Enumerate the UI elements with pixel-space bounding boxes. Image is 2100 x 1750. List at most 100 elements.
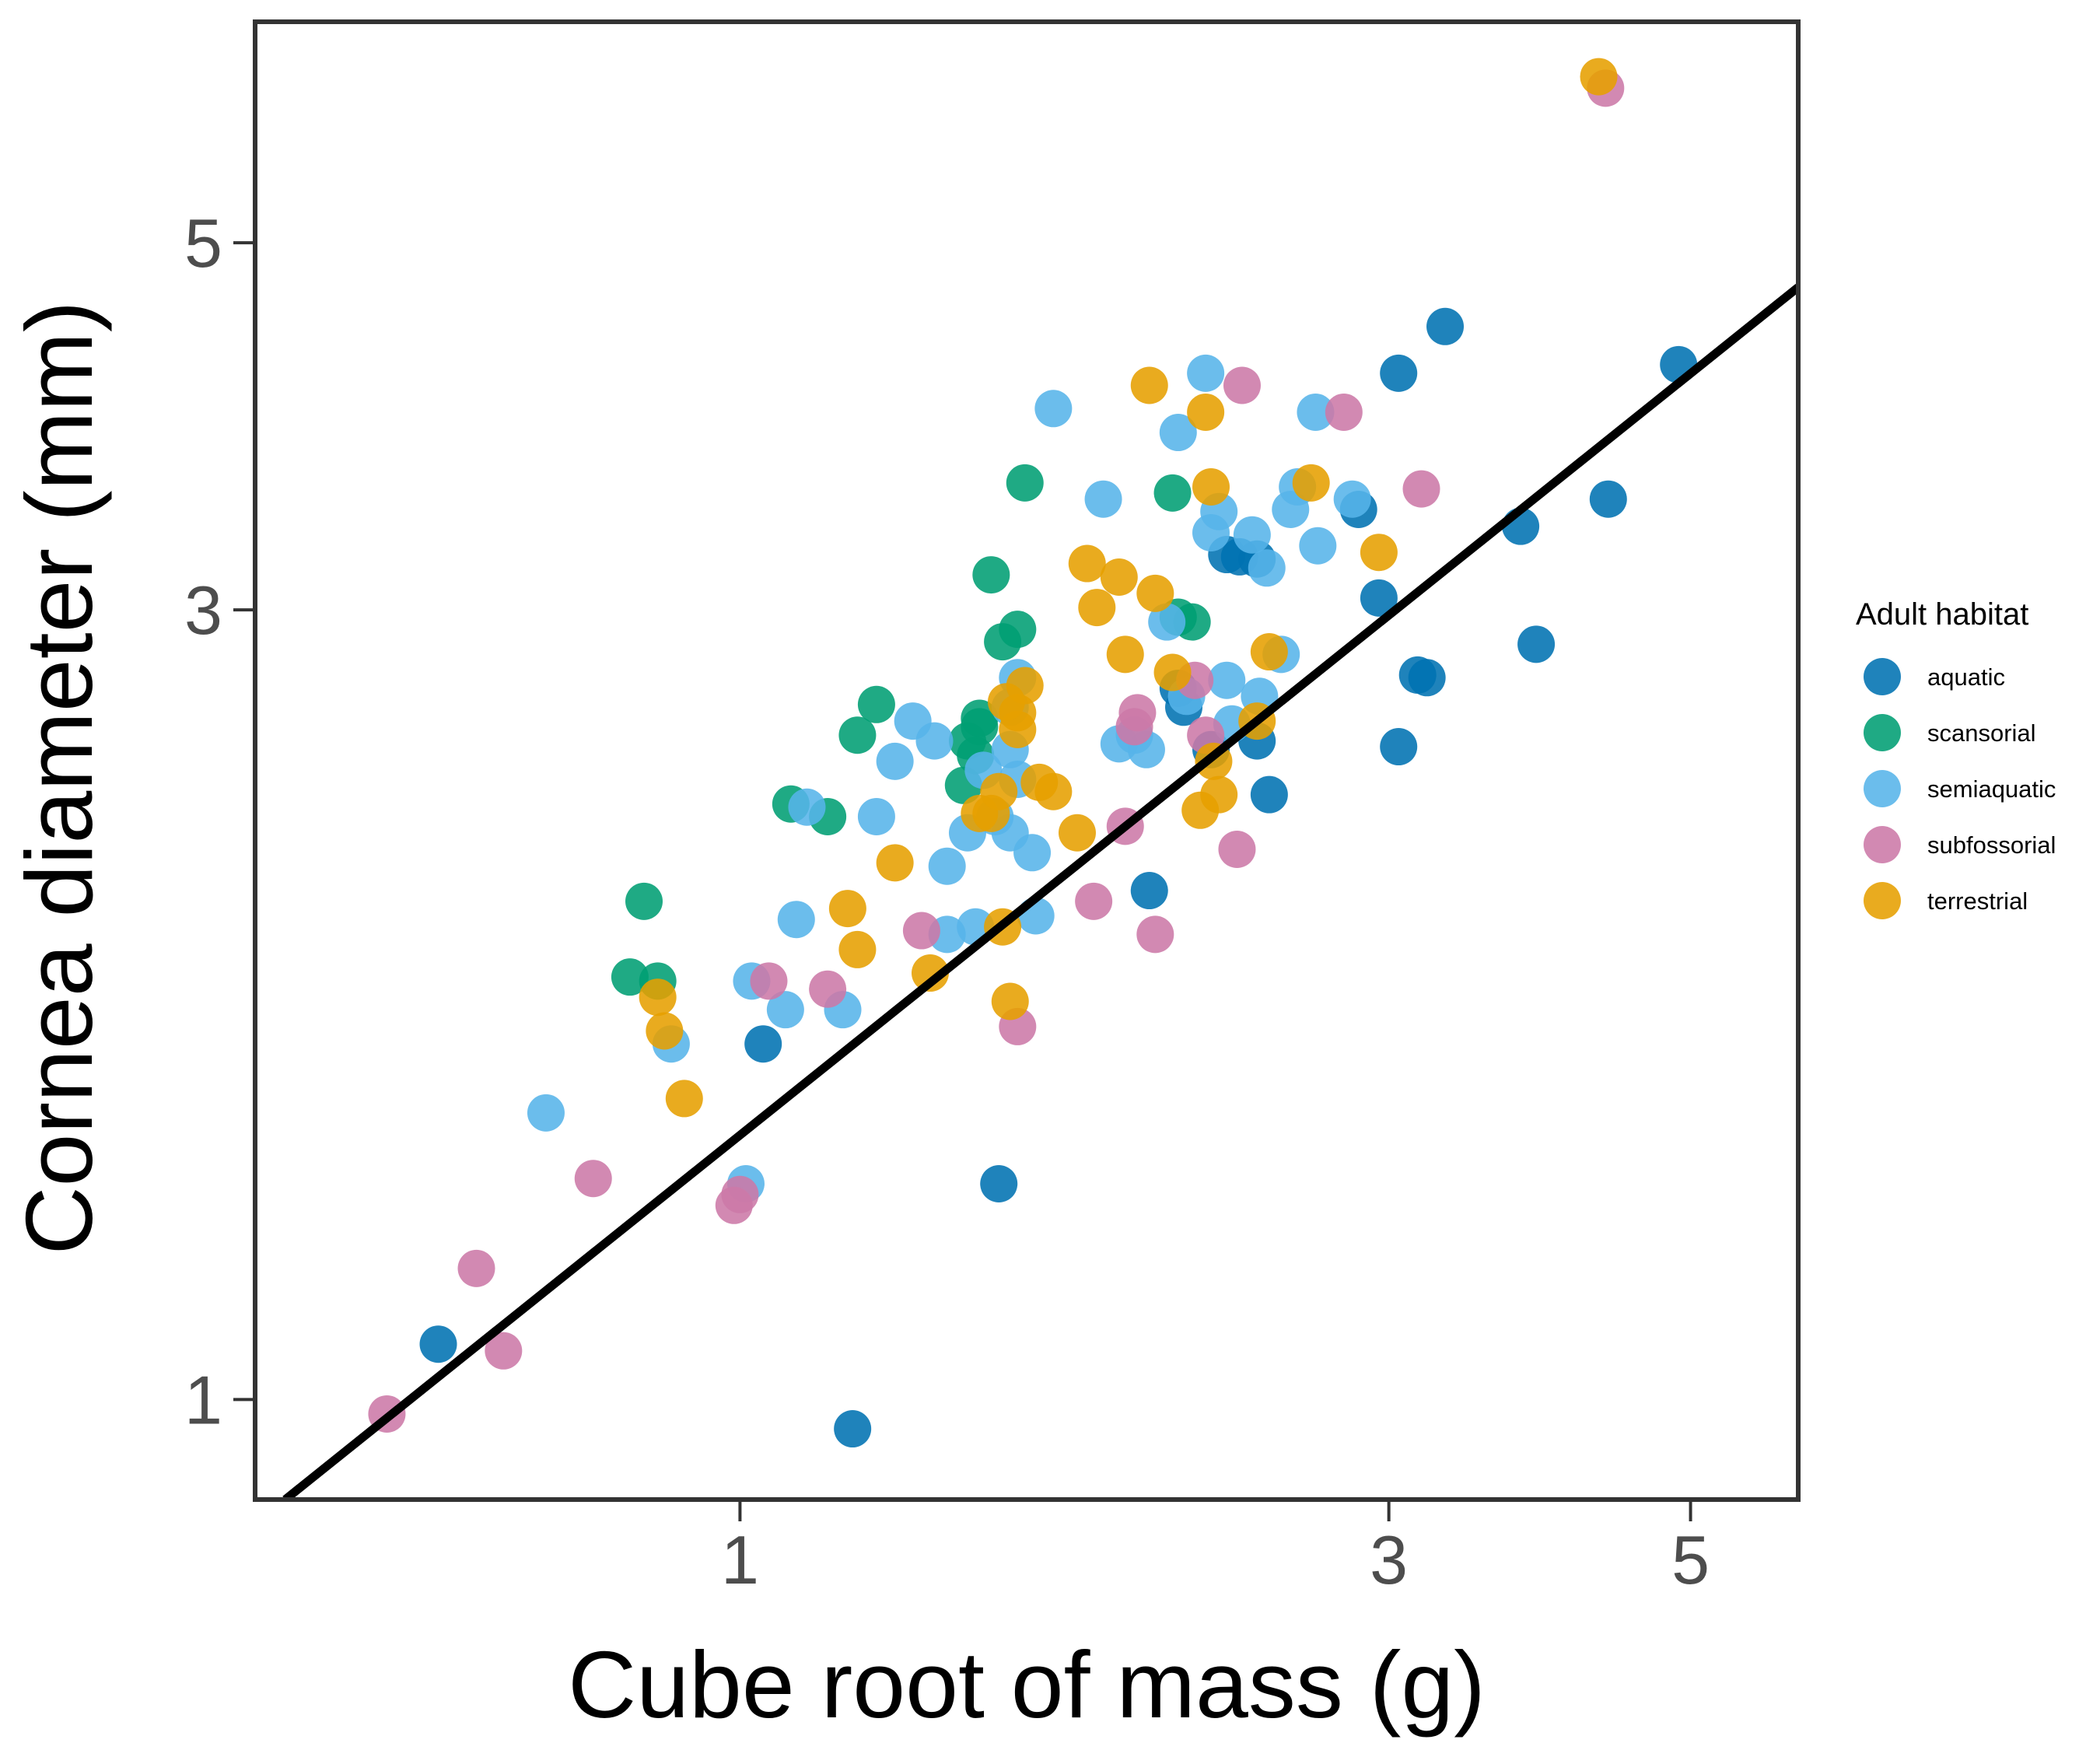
point-scansorial	[611, 958, 649, 996]
point-terrestrial	[665, 1080, 703, 1118]
point-scansorial	[961, 699, 999, 737]
point-semiaquatic	[777, 901, 815, 939]
point-terrestrial	[1292, 464, 1330, 502]
point-semiaquatic	[1297, 393, 1335, 431]
point-semiaquatic	[1208, 661, 1246, 699]
point-terrestrial	[1058, 814, 1096, 852]
point-aquatic	[1380, 354, 1418, 392]
point-semiaquatic	[857, 797, 895, 835]
point-scansorial	[972, 556, 1010, 594]
point-terrestrial	[1136, 574, 1174, 612]
legend-key-aquatic	[1864, 658, 1901, 695]
point-scansorial	[1153, 474, 1192, 512]
legend-label-scansorial: scansorial	[1927, 719, 2036, 747]
legend-key-semiaquatic	[1864, 770, 1901, 807]
point-aquatic	[1360, 579, 1398, 617]
point-aquatic	[1589, 480, 1627, 518]
x-axis-title: Cube root of mass (g)	[568, 1632, 1486, 1738]
point-subfossorial	[1223, 366, 1261, 404]
point-subfossorial	[721, 1175, 759, 1213]
y-tick-label: 3	[184, 572, 222, 649]
point-aquatic	[1517, 625, 1556, 663]
point-terrestrial	[1250, 633, 1288, 671]
point-terrestrial	[1153, 653, 1192, 691]
point-semiaquatic	[1148, 603, 1186, 641]
point-subfossorial	[1218, 830, 1256, 868]
legend-label-subfossorial: subfossorial	[1927, 831, 2056, 859]
y-tick-label: 1	[184, 1361, 222, 1438]
trend-line	[282, 284, 1798, 1500]
point-aquatic	[419, 1325, 457, 1363]
point-terrestrial	[1106, 635, 1144, 674]
point-terrestrial	[1192, 468, 1230, 506]
point-semiaquatic	[1233, 516, 1271, 554]
point-scansorial	[1006, 464, 1044, 502]
point-aquatic	[1426, 307, 1465, 345]
point-semiaquatic	[1299, 527, 1337, 565]
point-semiaquatic	[1248, 549, 1286, 587]
plot-area	[282, 58, 1798, 1500]
point-terrestrial	[911, 954, 949, 992]
y-tick-label: 5	[184, 205, 222, 282]
point-scansorial	[857, 685, 895, 723]
point-scansorial	[999, 611, 1037, 649]
point-semiaquatic	[928, 847, 966, 885]
point-terrestrial	[1034, 772, 1073, 810]
point-semiaquatic	[1013, 834, 1052, 872]
point-subfossorial	[1075, 882, 1113, 920]
point-semiaquatic	[876, 742, 914, 780]
legend-label-aquatic: aquatic	[1927, 663, 2005, 691]
point-aquatic	[834, 1410, 872, 1448]
legend-label-semiaquatic: semiaquatic	[1927, 775, 2056, 803]
legend-title: Adult habitat	[1856, 597, 2028, 632]
point-semiaquatic	[766, 991, 804, 1029]
point-aquatic	[1408, 659, 1446, 697]
x-tick-label: 3	[1370, 1521, 1408, 1598]
point-aquatic	[1250, 775, 1288, 814]
point-terrestrial	[1100, 558, 1138, 597]
point-subfossorial	[574, 1160, 612, 1198]
point-subfossorial	[457, 1249, 495, 1287]
point-subfossorial	[1136, 915, 1174, 954]
legend: Adult habitat aquatic scansorial semiaquat…	[1856, 597, 2056, 919]
series-terrestrial	[639, 58, 1618, 1118]
point-terrestrial	[991, 982, 1029, 1020]
point-subfossorial	[750, 962, 788, 1000]
point-terrestrial	[1200, 775, 1238, 814]
point-semiaquatic	[1034, 390, 1073, 428]
point-terrestrial	[646, 1012, 684, 1050]
legend-key-terrestrial	[1864, 882, 1901, 919]
point-subfossorial	[902, 912, 940, 950]
data-marks	[282, 58, 1798, 1500]
point-terrestrial	[838, 930, 877, 968]
point-aquatic	[1130, 872, 1168, 910]
point-aquatic	[744, 1025, 782, 1063]
axes: 1 3 5 1 3 5	[184, 19, 1801, 1598]
point-terrestrial	[876, 844, 914, 882]
x-tick-label: 5	[1671, 1521, 1710, 1598]
point-subfossorial	[1402, 470, 1440, 508]
point-terrestrial	[1580, 58, 1618, 96]
point-semiaquatic	[915, 722, 954, 760]
point-terrestrial	[1360, 534, 1398, 572]
point-terrestrial	[1006, 667, 1044, 705]
point-semiaquatic	[1084, 480, 1122, 518]
legend-label-terrestrial: terrestrial	[1927, 887, 2028, 915]
point-semiaquatic	[1333, 480, 1371, 518]
legend-key-scansorial	[1864, 714, 1901, 751]
point-terrestrial	[980, 772, 1018, 810]
legend-key-subfossorial	[1864, 826, 1901, 863]
point-terrestrial	[1068, 544, 1106, 583]
point-subfossorial	[485, 1332, 523, 1370]
point-scansorial	[625, 882, 663, 920]
point-terrestrial	[1187, 393, 1225, 431]
y-axis-title: Cornea diameter (mm)	[6, 300, 112, 1255]
point-semiaquatic	[788, 788, 826, 826]
point-aquatic	[1380, 728, 1418, 766]
point-scansorial	[838, 716, 877, 754]
point-terrestrial	[639, 978, 677, 1017]
point-terrestrial	[1130, 366, 1168, 404]
point-terrestrial	[828, 890, 866, 928]
point-subfossorial	[1325, 393, 1363, 431]
